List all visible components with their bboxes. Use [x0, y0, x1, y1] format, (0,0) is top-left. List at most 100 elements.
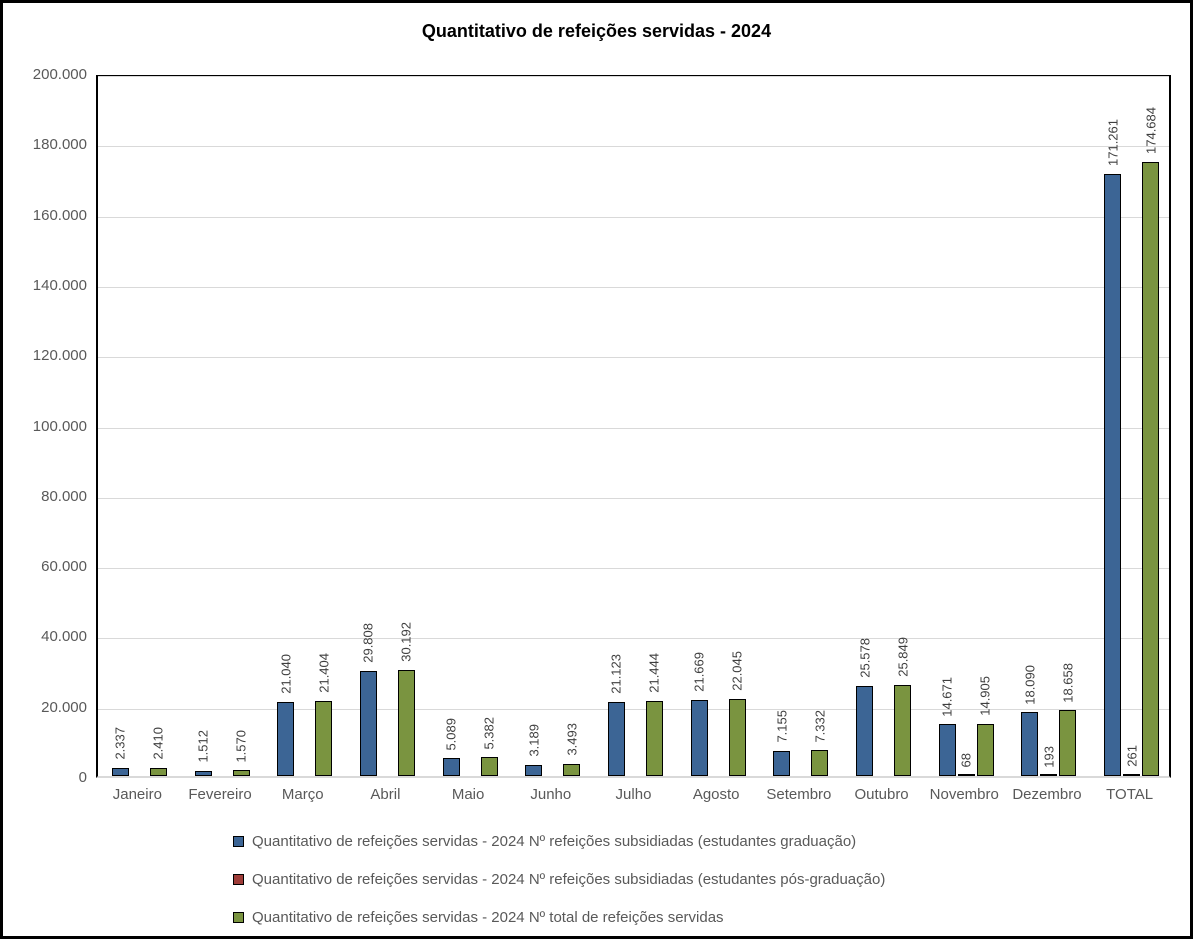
bar-group-novembro: 14.671 68 14.905	[925, 77, 1008, 776]
bar-slot: 68	[957, 77, 975, 776]
bar-value-label: 7.332	[812, 709, 828, 743]
legend: Quantitativo de refeições servidas - 202…	[233, 831, 885, 936]
bar-slot: 21.669	[690, 77, 708, 776]
bar-value-label: 30.192	[398, 622, 414, 662]
bar-series1-julho	[607, 701, 625, 776]
x-axis-label-outubro: Outubro	[854, 786, 909, 803]
legend-marker-icon	[233, 835, 244, 847]
bar-series1-fevereiro	[194, 770, 212, 776]
bar-value-label: 1.512	[195, 730, 211, 763]
bar-slot	[462, 77, 479, 776]
gridline	[98, 568, 1169, 570]
bar-series1-outubro	[856, 686, 874, 776]
bar-group-abril: 29.808 30.192	[346, 77, 429, 776]
bar-series3-setembro	[811, 750, 829, 776]
bar-slot: 171.261	[1104, 77, 1122, 776]
bar-value-label: 21.669	[691, 652, 707, 692]
legend-marker-icon	[233, 911, 244, 923]
x-axis-label-fevereiro: Fevereiro	[188, 786, 252, 803]
bar-series3-julho	[645, 700, 663, 776]
y-axis-label: 200.000	[32, 66, 87, 83]
gridline	[98, 497, 1169, 499]
bar-slot	[296, 77, 313, 776]
bar-slot: 21.040	[277, 77, 295, 776]
bar-value-label: 14.905	[977, 675, 993, 716]
bar-group-total: 171.261 261 174.684	[1090, 77, 1173, 776]
bar-group-junho: 3.189 3.493	[511, 77, 594, 776]
bar-slot: 25.849	[894, 77, 912, 776]
bar-slot: 174.684	[1142, 77, 1160, 776]
x-axis-label-novembro: Novembro	[929, 786, 999, 803]
bar-slot: 261	[1123, 77, 1141, 776]
bar-group-setembro: 7.155 7.332	[760, 77, 843, 776]
x-axis-label-março: Março	[281, 786, 324, 803]
bar-group-agosto: 21.669 22.045	[677, 77, 760, 776]
y-axis-label: 120.000	[32, 347, 87, 365]
bar-slot	[214, 77, 231, 776]
bar-slot: 2.337	[111, 77, 129, 776]
bar-group-outubro: 25.578 25.849	[842, 77, 925, 776]
x-axis-label-dezembro: Dezembro	[1012, 786, 1082, 803]
y-axis-label: 0	[78, 769, 87, 786]
bar-series3-outubro	[894, 685, 912, 776]
bar-slot: 5.089	[442, 77, 460, 776]
bar-value-label: 14.671	[939, 676, 955, 717]
bar-value-label: 7.155	[774, 710, 790, 743]
bar-group-março: 21.040 21.404	[263, 77, 346, 776]
bar-value-label: 21.444	[646, 652, 662, 693]
bar-group-julho: 21.123 21.444	[594, 77, 677, 776]
bar-value-label: 3.493	[564, 723, 580, 756]
gridline	[98, 427, 1169, 429]
bar-series3-fevereiro	[232, 770, 250, 776]
bar-slot: 21.444	[645, 77, 663, 776]
bar-value-label: 25.578	[857, 638, 873, 679]
bar-slot: 21.123	[607, 77, 625, 776]
bar-slot: 2.410	[149, 77, 167, 776]
bar-value-label: 25.849	[895, 637, 911, 678]
bar-slot: 21.404	[315, 77, 333, 776]
bar-series3-junho	[563, 763, 581, 776]
bar-value-label: 18.090	[1022, 664, 1038, 705]
bar-series2-total	[1123, 774, 1141, 776]
bar-slot: 22.045	[728, 77, 746, 776]
bar-value-label: 1.570	[233, 729, 249, 763]
legend-marker-icon	[233, 873, 244, 885]
bar-slot: 5.382	[480, 77, 498, 776]
bar-slot: 7.155	[773, 77, 791, 776]
bar-slot: 3.189	[525, 77, 543, 776]
bar-series1-janeiro	[111, 767, 129, 776]
bar-slot: 7.332	[811, 77, 829, 776]
bar-slot	[875, 77, 892, 776]
bar-slot: 30.192	[397, 77, 415, 776]
y-axis-label: 60.000	[41, 558, 87, 576]
bar-slot: 25.578	[856, 77, 874, 776]
bar-value-label: 3.189	[526, 724, 542, 757]
bar-series1-março	[277, 702, 295, 776]
x-axis-label-total: TOTAL	[1106, 786, 1154, 803]
legend-label: Quantitativo de refeições servidas - 202…	[252, 870, 886, 888]
bar-value-label: 174.684	[1143, 107, 1159, 154]
bar-group-maio: 5.089 5.382	[429, 77, 512, 776]
bar-value-label: 171.261	[1105, 119, 1121, 167]
bar-series1-maio	[442, 758, 460, 776]
x-axis-label-setembro: Setembro	[766, 786, 832, 803]
y-axis-label: 20.000	[41, 698, 87, 716]
y-axis-label: 140.000	[32, 276, 87, 294]
bar-slot	[710, 77, 727, 776]
bar-series1-junho	[525, 764, 543, 776]
bar-group-dezembro: 18.090 193 18.658	[1008, 77, 1091, 776]
bar-slot	[131, 77, 148, 776]
bar-series1-total	[1104, 174, 1122, 776]
bar-value-label: 5.382	[481, 716, 497, 750]
bar-value-label: 68	[958, 753, 974, 768]
bar-value-label: 21.123	[608, 654, 624, 694]
bar-slot	[544, 77, 561, 776]
gridline	[98, 638, 1169, 640]
bar-series3-abril	[397, 669, 415, 776]
legend-item-1: Quantitativo de refeições servidas - 202…	[233, 831, 885, 851]
bar-value-label: 193	[1041, 745, 1057, 768]
bar-slot: 1.512	[194, 77, 212, 776]
chart-title: Quantitativo de refeições servidas - 202…	[421, 21, 772, 41]
legend-item-2: Quantitativo de refeições servidas - 202…	[233, 869, 885, 889]
y-axis-label: 180.000	[32, 136, 87, 154]
